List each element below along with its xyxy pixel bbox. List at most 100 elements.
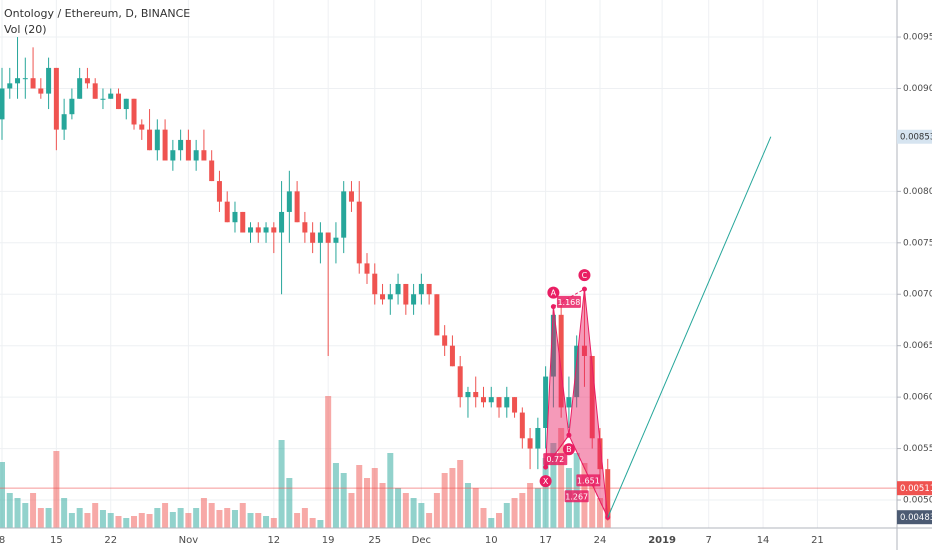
- volume-bar: [270, 518, 277, 528]
- candle-body: [519, 412, 525, 439]
- volume-bar: [278, 440, 285, 528]
- volume-bar: [356, 465, 363, 528]
- projection-line: [607, 136, 772, 518]
- volume-bar: [325, 396, 332, 528]
- candle-body: [434, 294, 440, 336]
- candle-body: [294, 191, 300, 223]
- candle-body: [543, 376, 549, 428]
- x-tick-label: 8: [0, 535, 5, 546]
- pattern-point: [543, 464, 549, 470]
- pattern-point-label: A: [551, 289, 557, 298]
- volume-bar: [433, 493, 440, 528]
- volume-bar: [558, 428, 565, 528]
- volume-bar: [177, 508, 184, 528]
- volume-bar: [193, 508, 200, 528]
- candle-body: [248, 227, 254, 233]
- volume-bar: [317, 520, 324, 528]
- candle-body: [92, 83, 98, 99]
- candle-body: [178, 139, 184, 151]
- volume-bar: [107, 513, 114, 528]
- candle-body: [457, 366, 463, 398]
- candle-body: [84, 78, 90, 84]
- volume-bar: [131, 516, 138, 528]
- pattern-point-badge: [562, 443, 575, 456]
- volume-bar: [146, 514, 153, 528]
- candle-body: [162, 129, 168, 161]
- volume-bar: [247, 513, 254, 528]
- candle-body: [240, 211, 246, 233]
- volume-bar: [472, 488, 479, 528]
- volume-bar: [115, 516, 122, 528]
- candle-body: [325, 232, 331, 243]
- volume-bar: [22, 503, 29, 528]
- volume-bar: [488, 518, 495, 528]
- x-tick-label: 7: [706, 535, 712, 546]
- volume-bar: [441, 473, 448, 528]
- volume-bar: [224, 508, 231, 528]
- volume-bar: [387, 453, 394, 528]
- candle-body: [263, 227, 269, 233]
- candle-body: [348, 191, 354, 202]
- candle-body: [535, 427, 541, 449]
- candle-body: [403, 283, 409, 305]
- chart-title: Ontology / Ethereum, D, BINANCE: [4, 7, 190, 20]
- pattern-point-badge: [547, 286, 560, 299]
- candle-body: [232, 211, 238, 223]
- candle-body: [77, 78, 83, 99]
- candle-body: [139, 124, 145, 130]
- volume-bar: [123, 518, 130, 528]
- volume-bar: [68, 513, 75, 528]
- y-tick-label: 0.009000: [903, 84, 932, 94]
- candle-body: [605, 469, 611, 518]
- volume-bar: [14, 498, 21, 528]
- volume-bar: [589, 483, 596, 528]
- volume-bar: [61, 498, 68, 528]
- volume-bar: [379, 483, 386, 528]
- candle-body: [201, 150, 207, 161]
- x-tick-label: 2019: [648, 535, 676, 546]
- volume-bar: [348, 493, 355, 528]
- volume-bar: [519, 493, 526, 528]
- volume-bar: [263, 516, 270, 528]
- ratio-badge: [543, 453, 568, 466]
- candle-body: [480, 397, 486, 403]
- volume-bar: [45, 508, 52, 528]
- volume-bar: [239, 503, 246, 528]
- x-tick-label: 25: [368, 535, 381, 546]
- volume-bar: [402, 493, 409, 528]
- candle-body: [255, 227, 261, 233]
- ratio-badge: [576, 474, 601, 487]
- candle-body: [108, 93, 114, 99]
- candle-body: [418, 283, 424, 295]
- volume-bar: [449, 468, 456, 528]
- y-tick-label: 0.009500: [903, 33, 932, 43]
- volume-bar: [511, 498, 518, 528]
- volume-bar: [371, 468, 378, 528]
- y-tick-label: 0.006000: [903, 393, 932, 403]
- volume-bar: [503, 503, 510, 528]
- candle-body: [147, 129, 153, 151]
- price-badge-label: 0.008531: [900, 133, 932, 143]
- pattern-point-label: C: [582, 271, 588, 280]
- price-badge-label: 0.005115: [900, 484, 932, 494]
- pattern-point-label: B: [566, 445, 572, 454]
- candle-body: [566, 397, 572, 408]
- candle-body: [465, 391, 471, 398]
- pattern-point: [581, 286, 587, 292]
- ratio-label: 1.651: [577, 476, 600, 485]
- volume-bar: [418, 503, 425, 528]
- candle-body: [574, 345, 580, 398]
- x-tick-label: 14: [757, 535, 770, 546]
- volume-bar: [294, 513, 301, 528]
- volume-bar: [550, 443, 557, 528]
- candle-body: [488, 397, 494, 403]
- volume-bar: [0, 462, 5, 528]
- volume-bar: [76, 508, 83, 528]
- y-tick-label: 0.007500: [903, 238, 932, 248]
- volume-bar: [596, 498, 603, 528]
- candle-body: [38, 88, 44, 94]
- x-tick-label: Dec: [412, 535, 431, 546]
- pattern-point-label: X: [543, 477, 549, 486]
- candle-body: [15, 78, 21, 84]
- volume-bar: [457, 460, 464, 528]
